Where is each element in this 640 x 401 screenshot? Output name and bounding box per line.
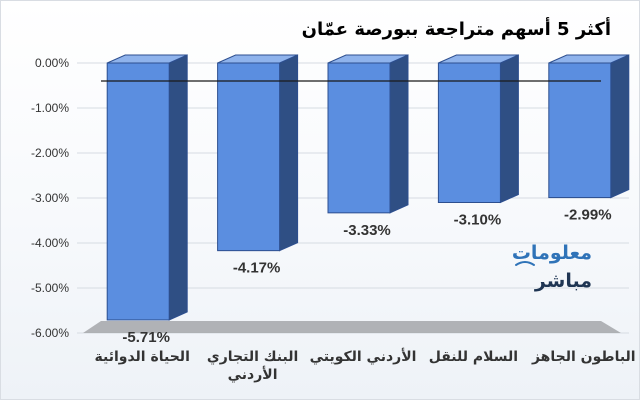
bar-group (217, 54, 299, 252)
bar-side (499, 54, 519, 204)
labels-group: -5.71% -4.17% -3.33% -3.10% -2.99% (122, 207, 611, 346)
floor-group (83, 321, 621, 333)
y-tick-label: -6.00% (31, 326, 69, 340)
bar-group (548, 54, 630, 199)
bar-side (610, 54, 630, 199)
y-tick-label: -1.00% (31, 101, 69, 115)
data-label: -3.10% (454, 212, 502, 229)
bar-side (168, 54, 188, 321)
bar-group (327, 54, 409, 214)
category-label: الباطون الجاهز (531, 349, 636, 365)
bar (217, 62, 281, 252)
y-tick-label: -3.00% (31, 191, 69, 205)
category-label: السلام للنقل (429, 349, 518, 365)
axis-group: 0.00% -1.00% -2.00% -3.00% -4.00% -5.00% -6.00… (31, 56, 69, 340)
bar (327, 62, 391, 214)
bar-side (389, 54, 409, 214)
y-tick-label: -5.00% (31, 281, 69, 295)
chart-floor (83, 321, 621, 333)
category-label: الحياة الدوائية (95, 349, 190, 365)
watermark-swoosh-icon (515, 261, 535, 266)
bar-group (437, 54, 519, 204)
y-tick-label: -2.00% (31, 146, 69, 160)
watermark: معلومات مباشر (512, 242, 592, 292)
bars-group (106, 54, 630, 321)
chart-title: أكثر 5 أسهم متراجعة ببورصة عمّان (302, 17, 611, 40)
bar (106, 62, 170, 321)
data-label: -3.33% (343, 222, 391, 239)
data-label: -2.99% (564, 207, 612, 224)
bar-group (106, 54, 188, 321)
category-label: الأردني (228, 366, 278, 383)
bar-side (279, 54, 299, 252)
watermark-line2: مباشر (534, 270, 592, 292)
category-label: البنك التجاري (207, 349, 298, 366)
y-tick-label: -4.00% (31, 236, 69, 250)
y-tick-label: 0.00% (35, 56, 69, 70)
bar (437, 62, 501, 203)
watermark-line1: معلومات (512, 242, 592, 264)
bar (548, 62, 612, 199)
data-label: -4.17% (233, 260, 281, 277)
data-label: -5.71% (122, 329, 170, 346)
category-label: الأردني الكويتي (310, 348, 417, 365)
